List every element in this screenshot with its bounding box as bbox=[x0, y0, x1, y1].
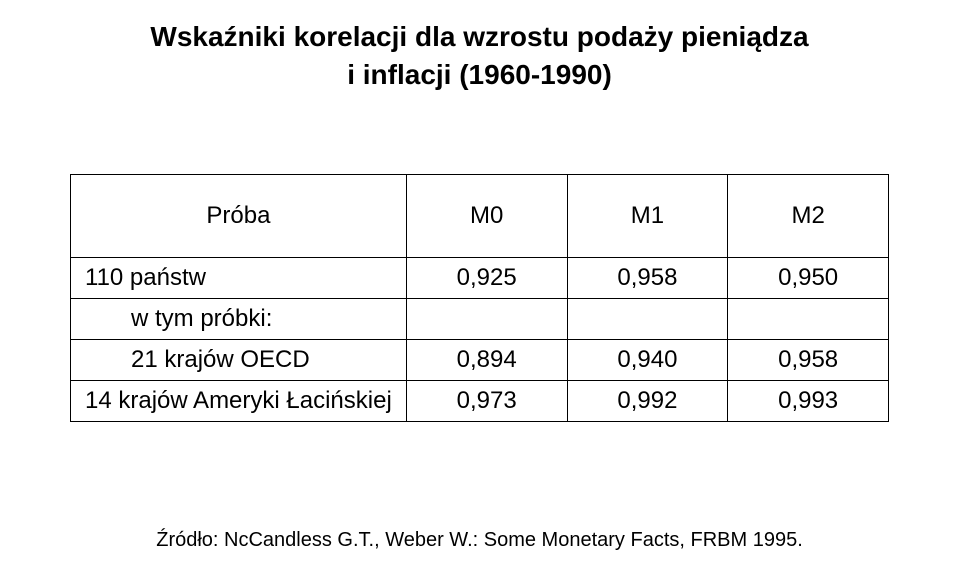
col-header-m0: M0 bbox=[406, 174, 567, 257]
correlation-table: Próba M0 M1 M2 110 państw 0,925 0,958 0,… bbox=[70, 174, 889, 422]
row-label: w tym próbki: bbox=[71, 298, 407, 339]
cell: 0,950 bbox=[728, 257, 889, 298]
table-header-row: Próba M0 M1 M2 bbox=[71, 174, 889, 257]
row-label: 110 państw bbox=[71, 257, 407, 298]
page-title: Wskaźniki korelacji dla wzrostu podaży p… bbox=[70, 18, 889, 94]
row-label: 21 krajów OECD bbox=[71, 339, 407, 380]
cell: 0,958 bbox=[728, 339, 889, 380]
cell: 0,925 bbox=[406, 257, 567, 298]
table-row: w tym próbki: bbox=[71, 298, 889, 339]
cell: 0,940 bbox=[567, 339, 728, 380]
cell: 0,973 bbox=[406, 380, 567, 421]
cell: 0,993 bbox=[728, 380, 889, 421]
table-row: 14 krajów Ameryki Łacińskiej 0,973 0,992… bbox=[71, 380, 889, 421]
title-line-1: Wskaźniki korelacji dla wzrostu podaży p… bbox=[150, 21, 808, 52]
col-header-m1: M1 bbox=[567, 174, 728, 257]
cell: 0,894 bbox=[406, 339, 567, 380]
cell bbox=[567, 298, 728, 339]
title-line-2: i inflacji (1960-1990) bbox=[347, 59, 612, 90]
col-header-proba: Próba bbox=[71, 174, 407, 257]
col-header-m2: M2 bbox=[728, 174, 889, 257]
cell: 0,992 bbox=[567, 380, 728, 421]
table-row: 21 krajów OECD 0,894 0,940 0,958 bbox=[71, 339, 889, 380]
source-citation: Źródło: NcCandless G.T., Weber W.: Some … bbox=[0, 529, 959, 552]
cell bbox=[728, 298, 889, 339]
cell: 0,958 bbox=[567, 257, 728, 298]
document-page: Wskaźniki korelacji dla wzrostu podaży p… bbox=[0, 0, 959, 580]
cell bbox=[406, 298, 567, 339]
table-row: 110 państw 0,925 0,958 0,950 bbox=[71, 257, 889, 298]
row-label: 14 krajów Ameryki Łacińskiej bbox=[71, 380, 407, 421]
